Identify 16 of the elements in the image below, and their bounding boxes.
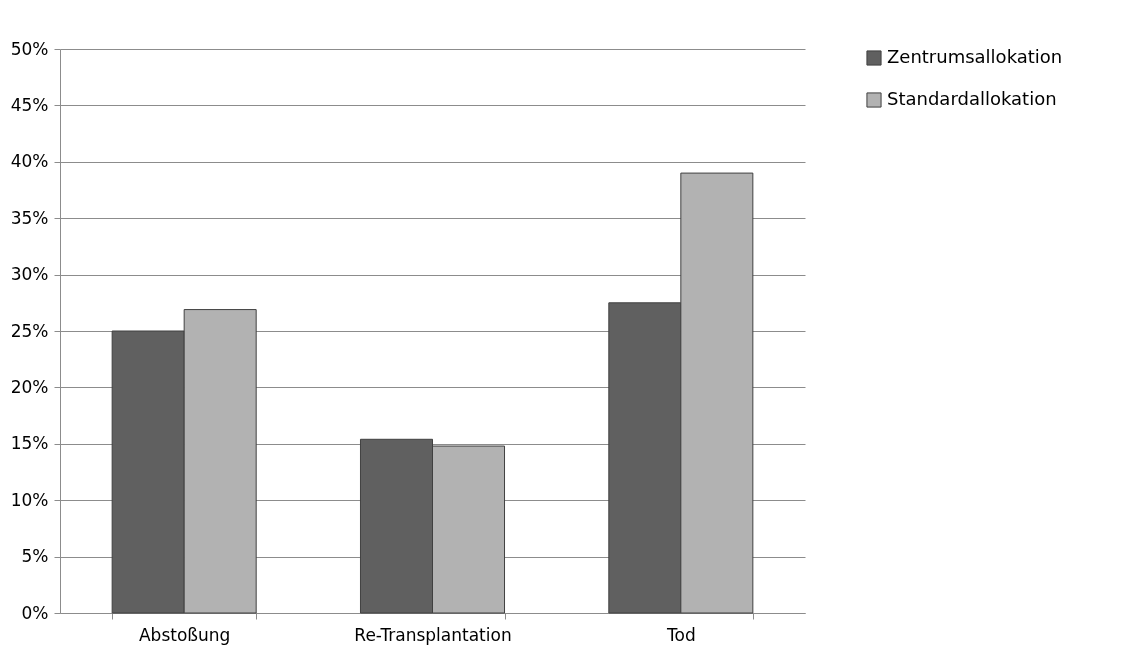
x-tick-label: Abstoßung <box>138 624 231 645</box>
x-tick-label: Tod <box>665 624 696 645</box>
y-tick-label: 35% <box>10 207 49 228</box>
y-tick-label: 0% <box>21 602 49 623</box>
y-tick-label: 10% <box>10 489 49 510</box>
y-tick-label: 25% <box>10 320 49 341</box>
y-tick-label: 30% <box>10 264 49 285</box>
y-tick-label: 40% <box>10 151 49 172</box>
legend-label: Zentrumsallokation <box>887 46 1063 67</box>
y-tick-label: 20% <box>10 376 49 397</box>
x-tick-label: Re-Transplantation <box>354 624 512 645</box>
y-tick-label: 45% <box>10 94 49 115</box>
y-tick-label: 5% <box>21 546 49 567</box>
legend-label: Standardallokation <box>887 88 1057 109</box>
y-tick-label: 15% <box>10 433 49 454</box>
y-tick-label: 50% <box>10 38 49 59</box>
